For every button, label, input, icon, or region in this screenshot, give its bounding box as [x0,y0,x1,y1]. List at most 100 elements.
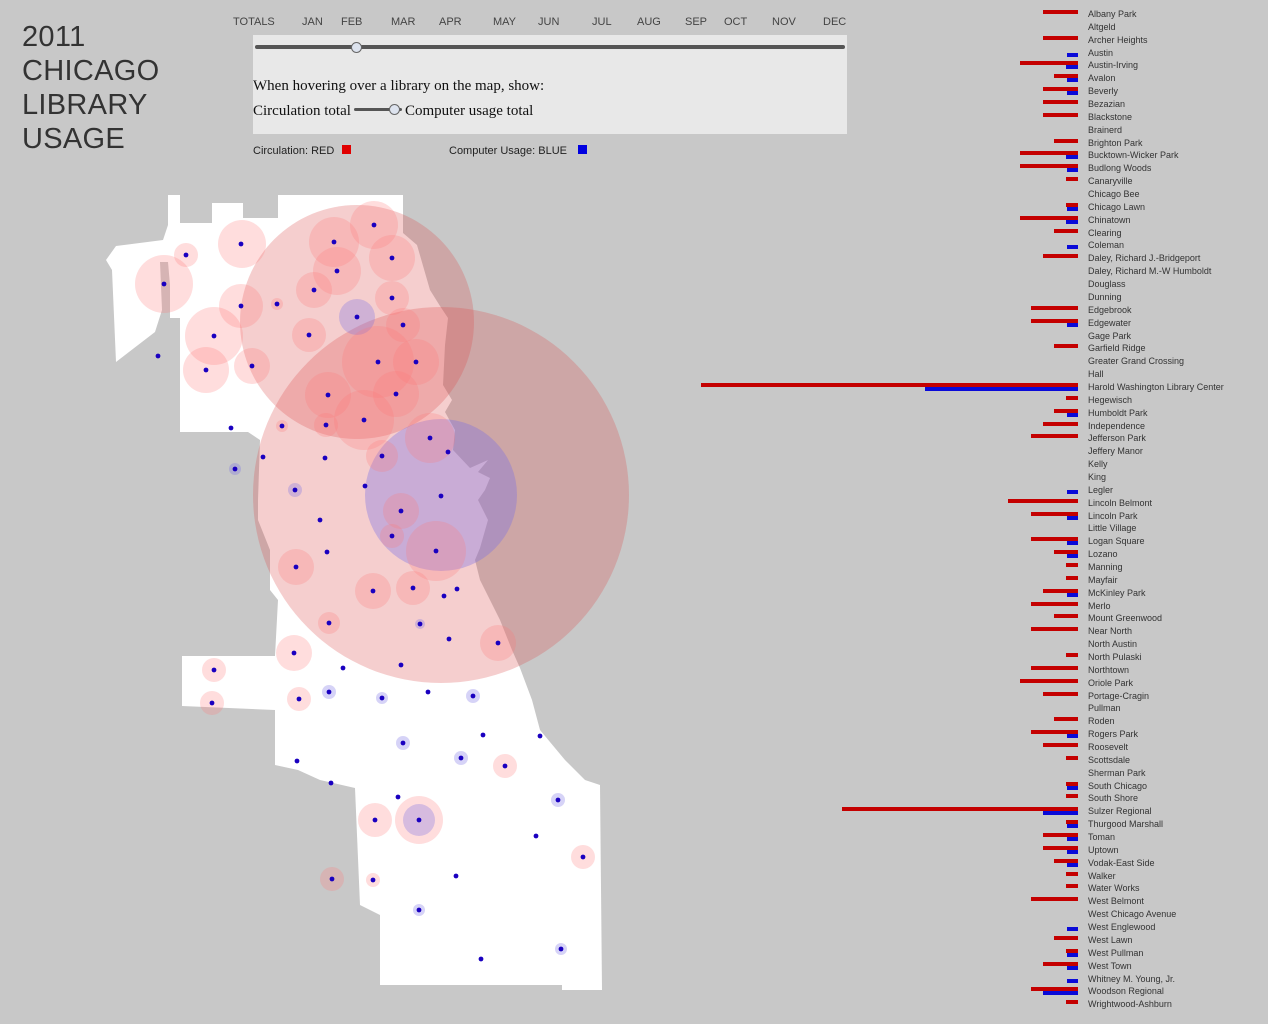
library-name[interactable]: Austin [1088,48,1114,58]
library-marker[interactable] [161,281,167,287]
library-row[interactable]: Manning [690,561,1260,573]
library-name[interactable]: Portage-Cragin [1088,691,1150,701]
library-marker[interactable] [580,854,586,860]
library-name[interactable]: Whitney M. Young, Jr. [1088,974,1176,984]
library-row[interactable]: Canaryville [690,175,1260,187]
library-name[interactable]: Walker [1088,871,1116,881]
month-slider[interactable] [255,45,845,49]
library-marker[interactable] [425,689,431,695]
library-row[interactable]: North Pulaski [690,651,1260,663]
library-marker[interactable] [433,548,439,554]
library-row[interactable]: Rogers Park [690,728,1260,740]
library-row[interactable]: Vodak-East Side [690,857,1260,869]
library-name[interactable]: South Chicago [1088,781,1148,791]
library-row[interactable]: Chinatown [690,214,1260,226]
month-label-totals[interactable]: TOTALS [233,16,275,28]
library-name[interactable]: West Chicago Avenue [1088,909,1177,919]
library-row[interactable]: Dunning [690,291,1260,303]
library-marker[interactable] [323,422,329,428]
month-label-jan[interactable]: JAN [302,16,323,28]
library-name[interactable]: Rogers Park [1088,729,1139,739]
library-name[interactable]: Avalon [1088,73,1116,83]
library-name[interactable]: Vodak-East Side [1088,858,1155,868]
option-computer-label[interactable]: Computer usage total [405,103,534,119]
library-name[interactable]: Logan Square [1088,536,1145,546]
library-name[interactable]: Chicago Lawn [1088,202,1146,212]
library-marker[interactable] [395,794,401,800]
library-marker[interactable] [183,252,189,258]
library-name[interactable]: Wrightwood-Ashburn [1088,999,1172,1009]
month-label-jun[interactable]: JUN [538,16,560,28]
library-name[interactable]: Gage Park [1088,331,1132,341]
library-row[interactable]: Pullman [690,702,1260,714]
month-label-nov[interactable]: NOV [772,16,796,28]
library-row[interactable]: Oriole Park [690,677,1260,689]
library-name[interactable]: Roosevelt [1088,742,1129,752]
library-row[interactable]: Sherman Park [690,767,1260,779]
library-marker[interactable] [438,493,444,499]
library-name[interactable]: Austin-Irving [1088,60,1139,70]
library-name[interactable]: Greater Grand Crossing [1088,356,1185,366]
library-row[interactable]: King [690,471,1260,483]
library-marker[interactable] [458,755,464,761]
library-name[interactable]: West Town [1088,961,1132,971]
month-label-dec[interactable]: DEC [823,16,847,28]
library-marker[interactable] [325,392,331,398]
library-row[interactable]: Woodson Regional [690,985,1260,997]
library-row[interactable]: Bezazian [690,98,1260,110]
library-marker[interactable] [398,662,404,668]
library-row[interactable]: West Lawn [690,934,1260,946]
library-marker[interactable] [317,517,323,523]
library-name[interactable]: Blackstone [1088,112,1133,122]
library-name[interactable]: Bezazian [1088,99,1126,109]
library-marker[interactable] [410,585,416,591]
library-row[interactable]: Chicago Lawn [690,201,1260,213]
library-name[interactable]: Pullman [1088,703,1121,713]
library-marker[interactable] [211,333,217,339]
library-row[interactable]: McKinley Park [690,587,1260,599]
library-marker[interactable] [260,454,266,460]
library-row[interactable]: West Town [690,960,1260,972]
library-row[interactable]: Mayfair [690,574,1260,586]
library-name[interactable]: Northtown [1088,665,1130,675]
library-row[interactable]: Lincoln Park [690,510,1260,522]
library-marker[interactable] [292,487,298,493]
month-label-mar[interactable]: MAR [391,16,416,28]
library-marker[interactable] [413,359,419,365]
library-marker[interactable] [155,353,161,359]
library-name[interactable]: Little Village [1088,523,1137,533]
library-marker[interactable] [379,453,385,459]
library-marker[interactable] [370,588,376,594]
library-marker[interactable] [446,636,452,642]
library-row[interactable]: Hall [690,368,1260,380]
library-row[interactable]: Edgebrook [690,304,1260,316]
library-marker[interactable] [328,780,334,786]
library-row[interactable]: Altgeld [690,21,1260,33]
library-row[interactable]: West Belmont [690,895,1260,907]
month-label-oct[interactable]: OCT [724,16,748,28]
library-name[interactable]: King [1088,472,1107,482]
library-row[interactable]: Humboldt Park [690,407,1260,419]
library-row[interactable]: Archer Heights [690,34,1260,46]
library-marker[interactable] [375,359,381,365]
library-name[interactable]: Lincoln Park [1088,511,1138,521]
library-marker[interactable] [478,956,484,962]
library-row[interactable]: Douglass [690,278,1260,290]
library-marker[interactable] [389,533,395,539]
library-row[interactable]: Lincoln Belmont [690,497,1260,509]
library-name[interactable]: Legler [1088,485,1114,495]
library-name[interactable]: Near North [1088,626,1133,636]
library-marker[interactable] [238,303,244,309]
library-row[interactable]: Sulzer Regional [690,805,1260,817]
library-marker[interactable] [232,466,238,472]
library-marker[interactable] [445,449,451,455]
library-name[interactable]: North Austin [1088,639,1138,649]
library-row[interactable]: Near North [690,625,1260,637]
library-name[interactable]: Manning [1088,562,1123,572]
library-marker[interactable] [311,287,317,293]
library-marker[interactable] [291,650,297,656]
library-row[interactable]: Edgewater [690,317,1260,329]
library-row[interactable]: Albany Park [690,8,1260,20]
library-row[interactable]: North Austin [690,638,1260,650]
library-marker[interactable] [441,593,447,599]
